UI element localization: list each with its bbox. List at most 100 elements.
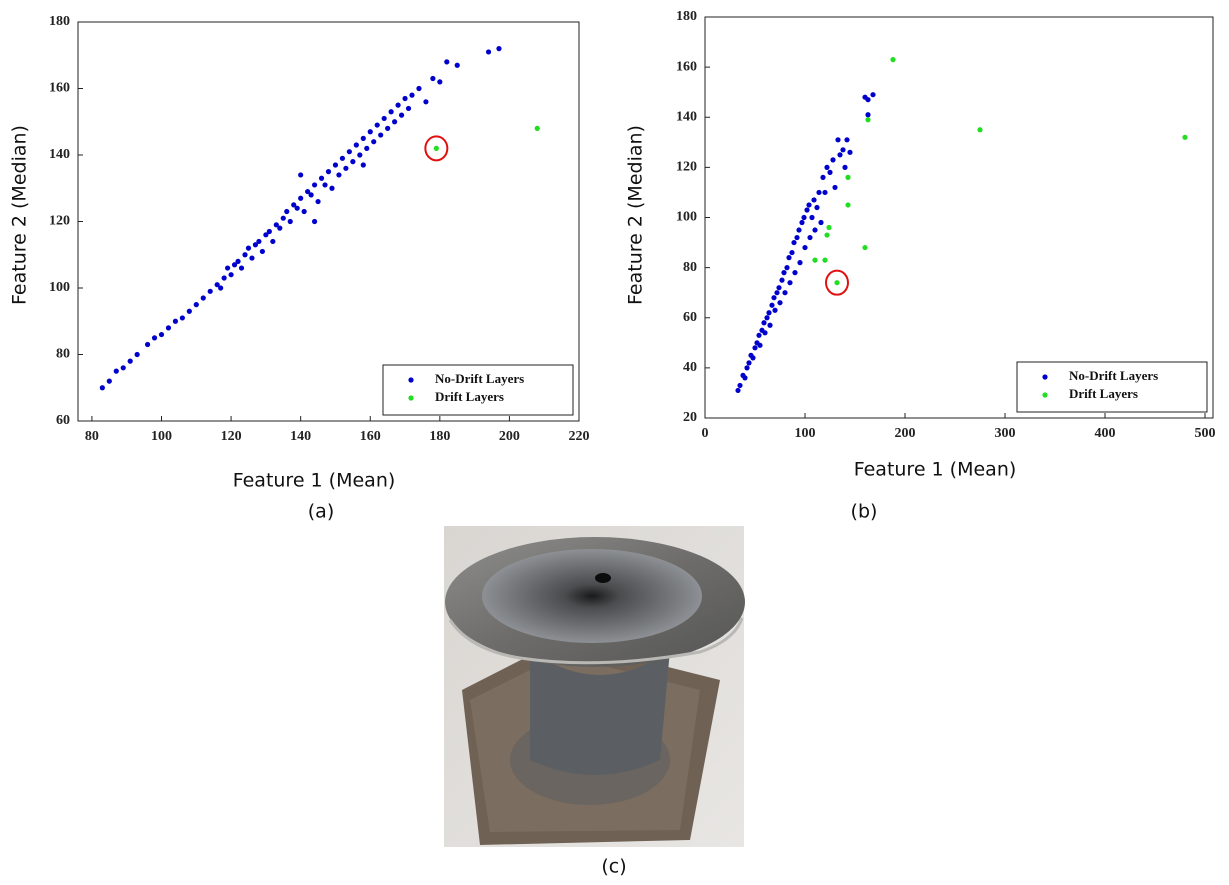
- scatter-point: [280, 215, 286, 221]
- y-tick-label: 80: [683, 260, 697, 275]
- scatter-point: [834, 280, 840, 286]
- scatter-point: [298, 195, 304, 201]
- scatter-point: [360, 135, 366, 141]
- scatter-point: [837, 152, 843, 158]
- scatter-point: [144, 341, 151, 348]
- scatter-point: [385, 125, 391, 131]
- scatter-point: [409, 92, 415, 98]
- x-tick-label: 300: [995, 426, 1016, 441]
- scatter-point: [437, 79, 443, 85]
- scatter-point: [221, 275, 227, 281]
- x-tick-label: 100: [151, 429, 172, 444]
- scatter-point: [820, 174, 826, 180]
- scatter-point: [832, 184, 838, 191]
- y-tick-label: 160: [49, 81, 70, 96]
- scatter-point: [796, 227, 802, 233]
- scatter-point: [827, 169, 833, 175]
- scatter-point: [830, 157, 836, 163]
- scatter-point: [826, 224, 832, 231]
- scatter-point: [802, 244, 808, 251]
- scatter-point: [791, 239, 797, 246]
- y-tick-label: 80: [56, 347, 70, 362]
- scatter-point: [214, 282, 220, 288]
- scatter-point: [186, 308, 192, 314]
- scatter-point: [735, 387, 741, 394]
- scatter-point: [781, 270, 787, 276]
- scatter-point: [782, 290, 788, 296]
- x-tick-label: 220: [569, 429, 590, 444]
- scatter-point: [405, 105, 412, 112]
- scatter-point: [847, 149, 853, 155]
- legend-marker: [1042, 392, 1048, 398]
- scatter-point: [840, 147, 846, 153]
- scatter-point: [842, 164, 848, 170]
- caption: (a): [308, 501, 334, 523]
- scatter-point: [392, 119, 398, 125]
- scatter-point: [357, 152, 363, 158]
- x-tick-label: 160: [360, 429, 381, 444]
- scatter-point: [818, 219, 824, 226]
- scatter-point: [235, 258, 241, 264]
- scatter-point: [284, 208, 290, 215]
- scatter-point: [777, 300, 783, 306]
- scatter-point: [416, 85, 422, 92]
- scatter-point: [151, 335, 158, 341]
- scatter-point: [811, 197, 817, 203]
- scatter-point: [381, 115, 387, 122]
- scatter-point: [496, 46, 502, 52]
- legend-marker: [1042, 374, 1048, 380]
- scatter-point: [761, 320, 767, 326]
- scatter-point: [870, 92, 876, 98]
- scatter-point: [784, 265, 790, 271]
- scatter-point: [238, 265, 245, 271]
- scatter-point: [812, 227, 818, 233]
- scatter-point: [792, 270, 798, 276]
- scatter-point: [865, 117, 871, 123]
- scatter-point: [315, 198, 321, 205]
- y-tick-label: 20: [683, 410, 697, 425]
- scatter-point: [423, 99, 429, 105]
- scatter-point: [890, 57, 896, 63]
- scatter-point: [395, 102, 401, 108]
- scatter-point: [231, 262, 238, 268]
- scatter-point: [120, 365, 126, 371]
- scatter-point: [134, 351, 140, 358]
- scatter-point: [812, 257, 818, 263]
- scatter-point: [367, 129, 373, 135]
- scatter-point: [402, 95, 408, 102]
- x-tick-label: 0: [702, 426, 709, 441]
- scatter-point: [332, 162, 339, 168]
- plot-frame: [77, 21, 580, 422]
- photo-caption: (c): [601, 856, 626, 878]
- legend-box: [1016, 361, 1208, 413]
- caption: (b): [851, 501, 878, 523]
- scatter-point: [737, 382, 743, 389]
- scatter-point: [766, 310, 772, 316]
- scatter-point: [794, 234, 800, 241]
- scatter-point: [360, 162, 366, 168]
- scatter-point: [776, 285, 782, 291]
- scatter-point: [433, 145, 439, 151]
- scatter-point: [824, 232, 830, 238]
- plot-frame: [704, 16, 1214, 419]
- scatter-point: [294, 205, 300, 211]
- scatter-point: [757, 342, 763, 348]
- x-tick-label: 100: [795, 426, 816, 441]
- scatter-point: [291, 202, 297, 208]
- scatter-point: [774, 290, 780, 296]
- scatter-point: [865, 97, 871, 103]
- scatter-point: [200, 295, 206, 301]
- scatter-point: [814, 204, 820, 211]
- scatter-point: [779, 277, 785, 283]
- scatter-point: [752, 345, 758, 351]
- scatter-point: [756, 332, 762, 338]
- legend-marker: [408, 377, 414, 383]
- y-tick-label: 60: [56, 413, 70, 428]
- scatter-point: [311, 218, 318, 225]
- scatter-point: [388, 109, 394, 115]
- scatter-point: [762, 330, 768, 336]
- scatter-point: [806, 202, 812, 208]
- scatter-point: [804, 207, 810, 213]
- scatter-point: [807, 234, 813, 241]
- scatter-point: [318, 175, 325, 181]
